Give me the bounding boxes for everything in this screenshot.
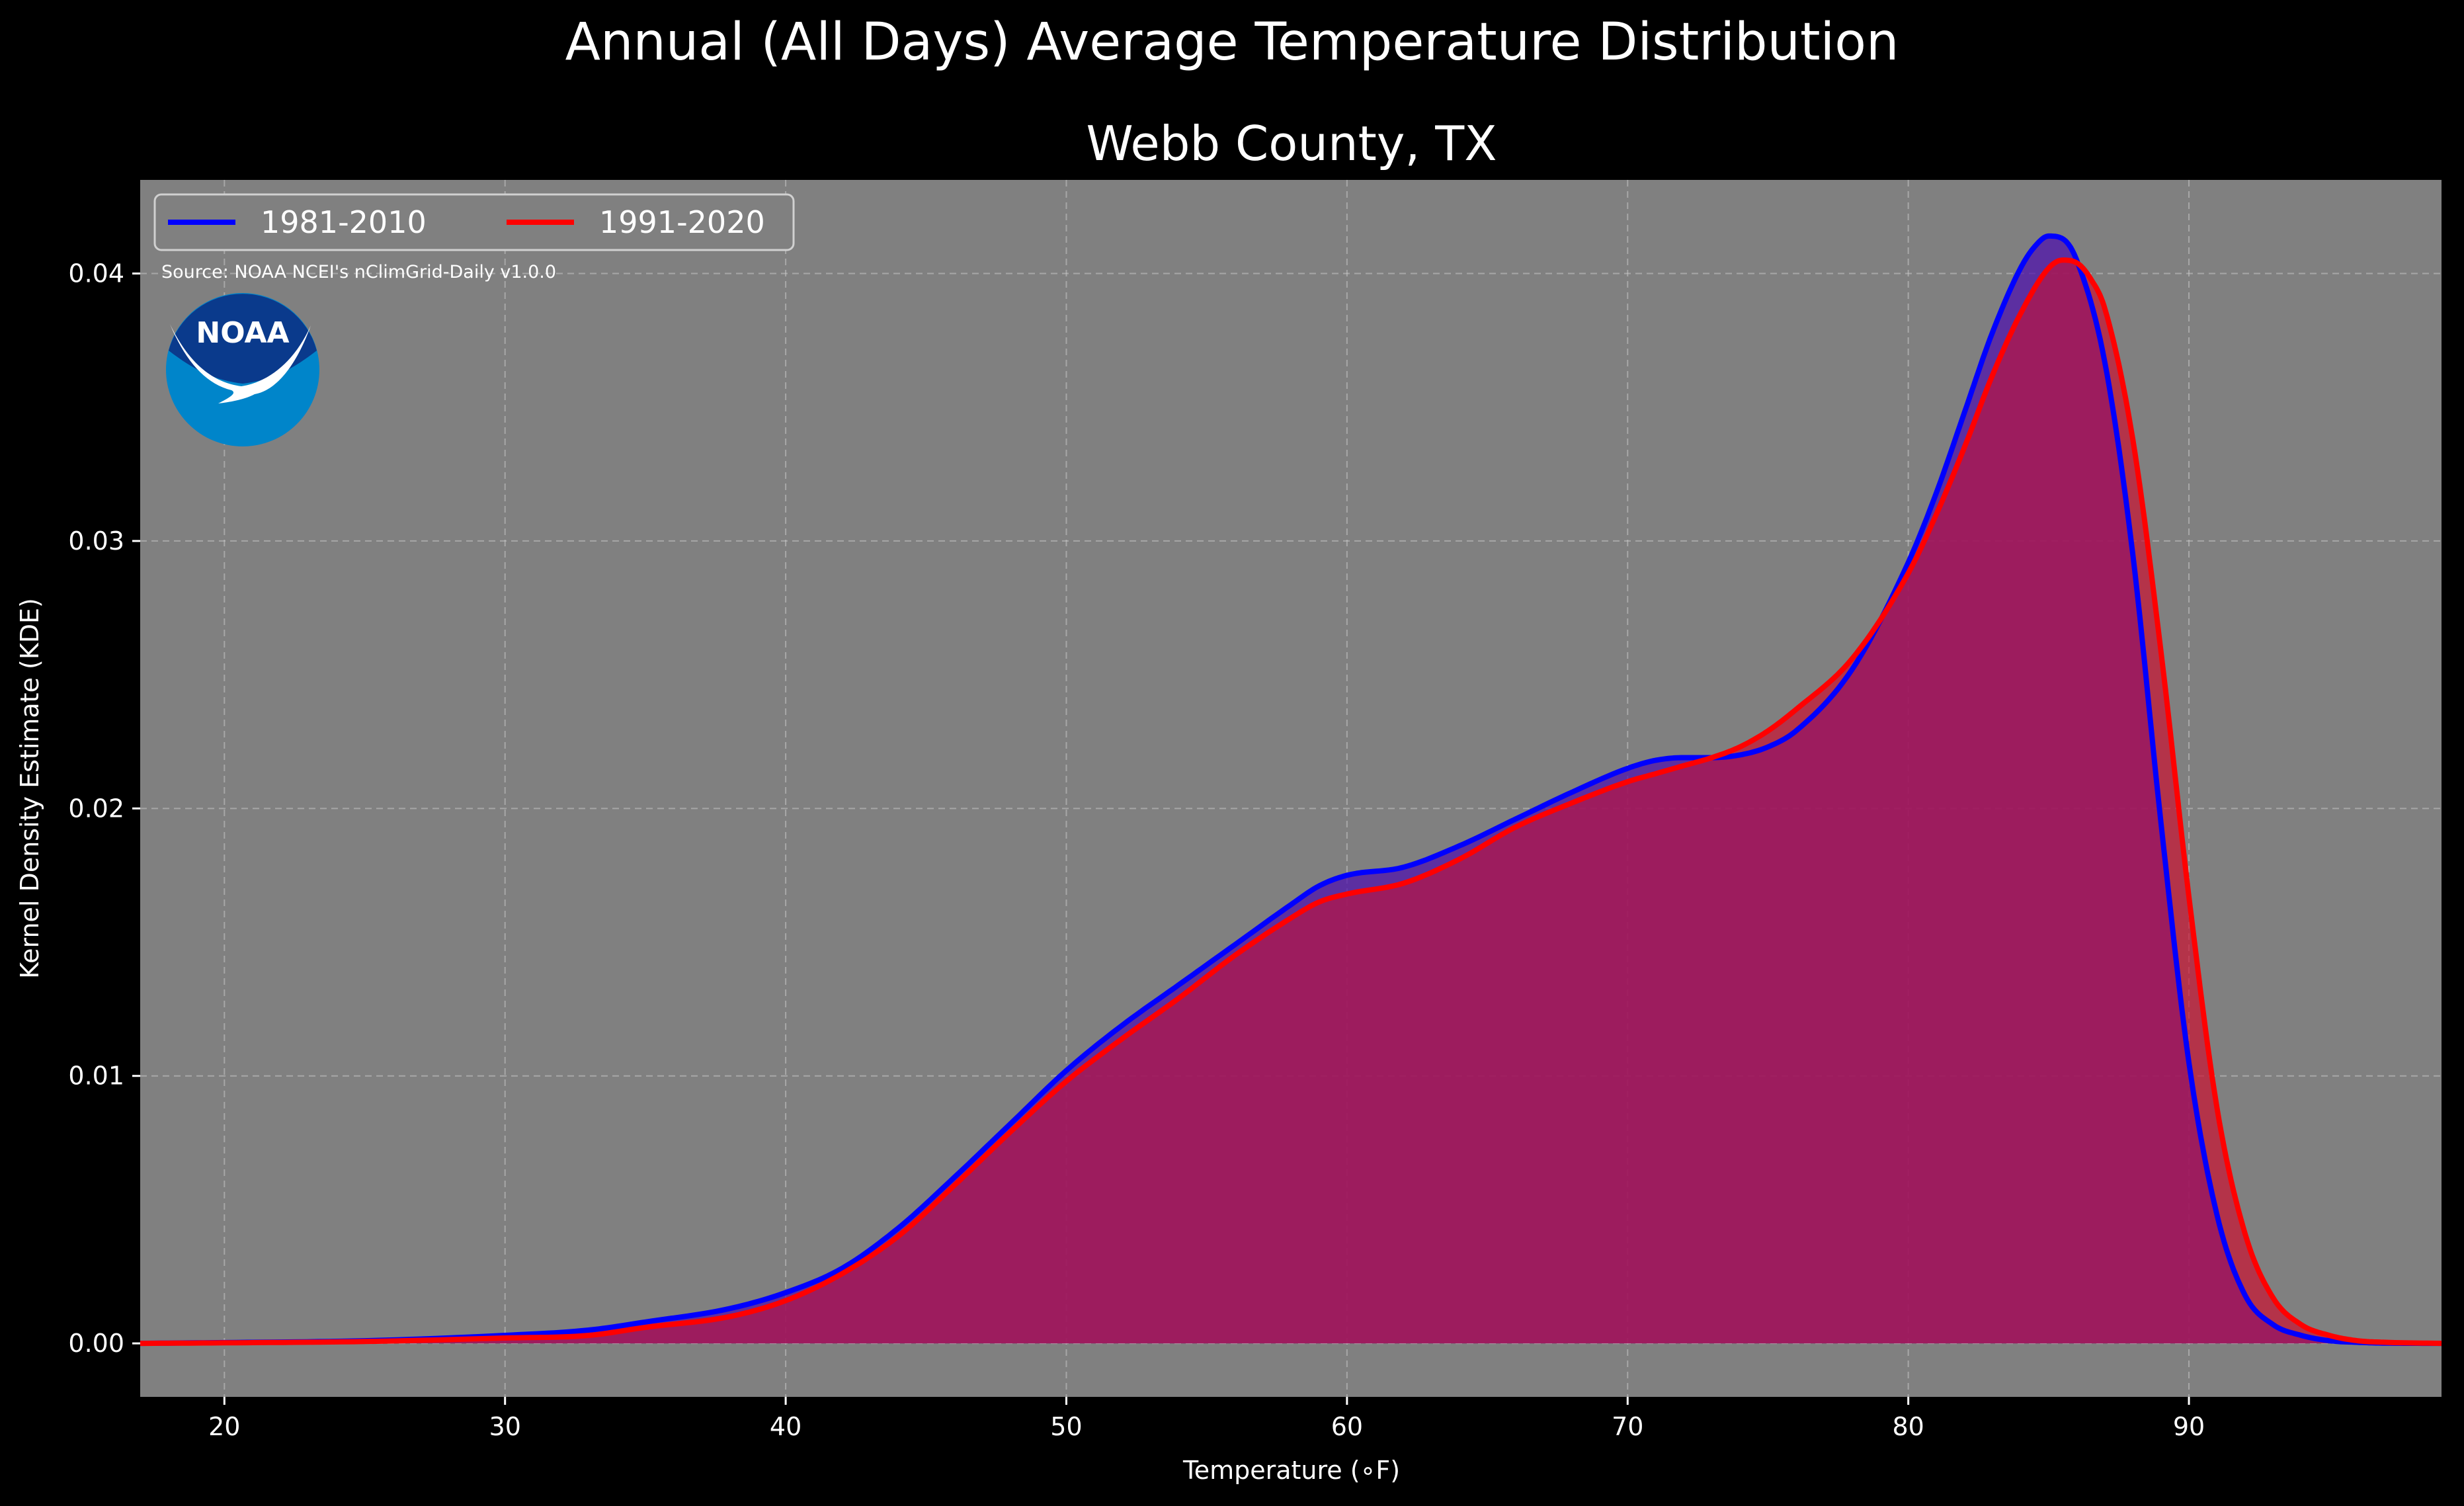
legend-entry-1981-2010: 1981-2010 bbox=[261, 204, 427, 240]
area-tint-1981-2010 bbox=[140, 235, 2442, 1344]
noaa-logo-icon: NOAA bbox=[166, 293, 319, 446]
axis-ticks: 20 30 40 50 60 70 80 90 0.00 0.01 0.02 0.03 0.04 bbox=[68, 259, 2205, 1441]
legend: 1981-2010 1991-2020 bbox=[153, 193, 795, 251]
x-tick-label: 40 bbox=[770, 1412, 801, 1441]
area-tint-1991-2020 bbox=[140, 260, 2442, 1344]
y-tick-label: 0.01 bbox=[68, 1062, 124, 1091]
y-tick-label: 0.00 bbox=[68, 1329, 124, 1358]
chart-suptitle: Annual (All Days) Average Temperature Di… bbox=[565, 13, 1899, 72]
legend-frame bbox=[153, 193, 795, 251]
logo-upper-half bbox=[169, 294, 317, 384]
source-note: Source: NOAA NCEI's nClimGrid-Daily v1.0… bbox=[161, 262, 556, 282]
x-axis-label: Temperature (∘F) bbox=[1182, 1456, 1400, 1485]
x-tick-label: 90 bbox=[2173, 1412, 2205, 1441]
series-layer bbox=[140, 233, 2442, 1347]
logo-gull bbox=[170, 324, 311, 403]
logo-text: NOAA bbox=[196, 316, 289, 350]
y-tick-label: 0.04 bbox=[68, 259, 124, 288]
x-tick-label: 30 bbox=[489, 1412, 521, 1441]
legend-entry-1991-2020: 1991-2020 bbox=[599, 204, 765, 240]
x-tick-label: 80 bbox=[1892, 1412, 1924, 1441]
x-tick-label: 60 bbox=[1331, 1412, 1363, 1441]
x-tick-label: 20 bbox=[208, 1412, 240, 1441]
series-line-1991-2020 bbox=[140, 257, 2442, 1347]
x-tick-label: 50 bbox=[1050, 1412, 1082, 1441]
chart-title: Webb County, TX bbox=[1086, 116, 1497, 171]
y-tick-label: 0.02 bbox=[68, 794, 124, 823]
y-tick-label: 0.03 bbox=[68, 526, 124, 556]
y-axis-label: Kernel Density Estimate (KDE) bbox=[15, 598, 44, 979]
series-line-1981-2010 bbox=[140, 233, 2442, 1347]
x-tick-label: 70 bbox=[1612, 1412, 1643, 1441]
area-fill-1991-2020 bbox=[140, 260, 2442, 1344]
